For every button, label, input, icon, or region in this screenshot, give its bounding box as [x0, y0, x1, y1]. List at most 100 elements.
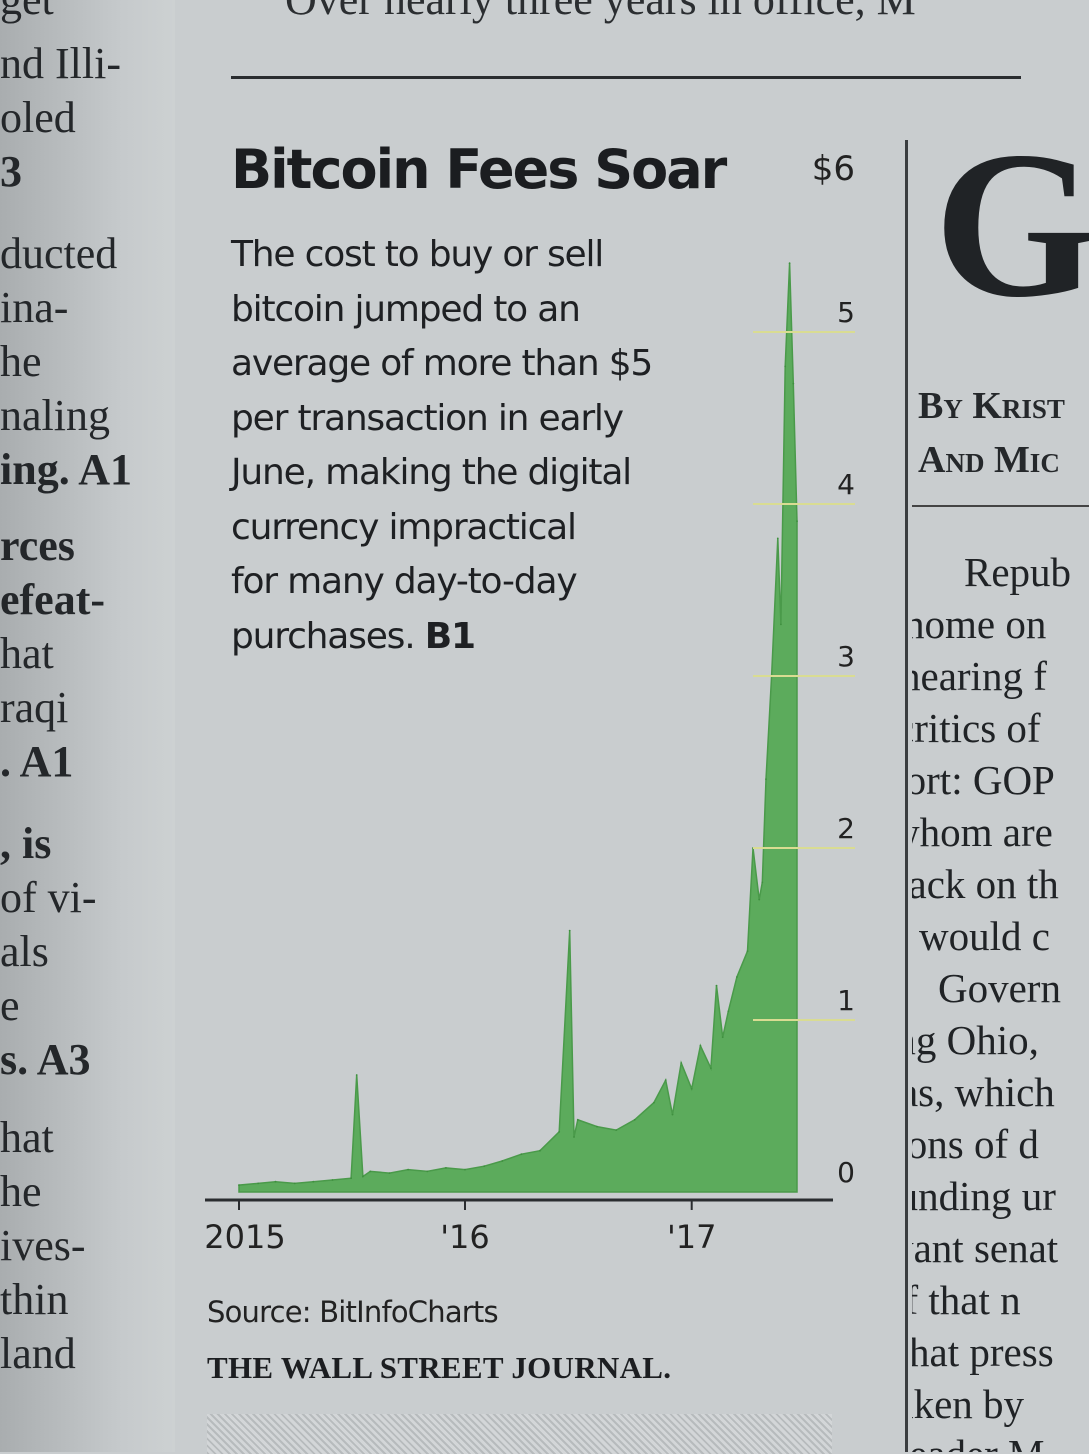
right-line: home on	[912, 601, 1047, 647]
data-point	[788, 262, 791, 265]
data-point	[784, 365, 787, 368]
y-tick-label: $6	[812, 149, 855, 189]
data-point	[445, 1167, 447, 1169]
left-column-text: get nd Illi- oled 3 ducted ina- he nalin…	[0, 0, 175, 1452]
data-point	[765, 778, 767, 781]
data-point	[464, 1168, 466, 1171]
data-point	[501, 1160, 504, 1162]
description-line: The cost to buy or sell	[231, 234, 604, 275]
left-line: e	[0, 981, 20, 1030]
x-tick-label: '17	[667, 1218, 717, 1256]
right-column-text: G By Krist And Mic Repub home on hearing…	[912, 0, 1089, 1452]
right-line: back on th	[912, 861, 1059, 907]
data-point	[615, 1129, 618, 1131]
left-line: naling	[0, 391, 110, 440]
data-point	[776, 537, 779, 540]
description-line: bitcoin jumped to an	[231, 288, 581, 330]
data-point	[727, 1010, 730, 1013]
data-point	[699, 1044, 702, 1047]
chart-description: The cost to buy or sell bitcoin jumped t…	[231, 228, 751, 664]
data-point	[680, 1062, 683, 1064]
left-line: land	[0, 1329, 76, 1378]
data-point	[369, 1170, 372, 1173]
data-point	[520, 1153, 523, 1156]
data-point	[558, 1130, 561, 1133]
left-line: ducted	[0, 229, 118, 278]
data-point	[576, 1118, 579, 1121]
description-line: June, making the digital	[231, 452, 632, 493]
data-point	[596, 1125, 598, 1128]
left-line: , is	[0, 819, 52, 868]
description-line: for many day-to-day	[231, 561, 578, 602]
data-point	[671, 1113, 674, 1116]
right-line: ing Ohio,	[912, 1017, 1039, 1063]
x-tick-label: '16	[440, 1218, 490, 1256]
y-tick-label: 1	[837, 984, 855, 1017]
data-point	[710, 1067, 712, 1070]
data-point	[568, 929, 571, 932]
fee-area-chart: 0 1 2 3 4 5 $6 2015 '16 '17	[204, 149, 855, 1256]
chart-source: Source: BitInfoCharts	[207, 1295, 499, 1329]
y-tick-label: 5	[837, 296, 855, 329]
data-point	[664, 1079, 667, 1082]
description-line: average of more than $5	[231, 343, 653, 384]
data-point	[792, 382, 795, 385]
data-point	[736, 976, 738, 978]
data-point	[796, 520, 798, 523]
left-line: ina-	[0, 283, 69, 332]
left-line: 3	[0, 147, 22, 196]
left-line: rces	[0, 521, 75, 570]
right-line: funding ur	[912, 1173, 1056, 1219]
right-line: critics of	[912, 705, 1041, 751]
data-point	[331, 1179, 334, 1181]
description-line: purchases. B1	[231, 610, 751, 665]
publisher-credit: THE WALL STREET JOURNAL.	[207, 1350, 672, 1385]
left-line: nd Illi-	[0, 39, 121, 88]
left-line: oled	[0, 93, 76, 142]
left-line: s. A3	[0, 1035, 91, 1084]
data-point	[350, 1177, 352, 1180]
top-rule	[231, 76, 1021, 79]
y-tick-label: 0	[837, 1156, 855, 1189]
right-line: lions of d	[912, 1121, 1039, 1167]
right-line: Govern	[938, 965, 1061, 1011]
right-line: taken by	[912, 1381, 1025, 1427]
data-point	[312, 1180, 315, 1183]
data-point	[388, 1172, 391, 1174]
data-point	[426, 1170, 429, 1173]
page-reference: B1	[424, 615, 476, 657]
left-line: ives-	[0, 1221, 86, 1270]
data-point	[633, 1118, 636, 1121]
right-line: Leader M	[912, 1430, 1045, 1452]
right-line: That press	[912, 1329, 1054, 1375]
byline: By Krist	[918, 385, 1065, 427]
left-line: he	[0, 337, 42, 386]
x-tick-label: 2015	[204, 1218, 285, 1256]
series-area	[238, 263, 798, 1193]
left-line: of vi-	[0, 873, 97, 922]
description-line: per transaction in early	[231, 397, 624, 439]
data-point	[355, 1074, 358, 1076]
data-point	[483, 1165, 486, 1168]
data-point	[653, 1101, 655, 1104]
data-point	[690, 1087, 693, 1090]
byline: And Mic	[918, 439, 1060, 481]
left-line: raqi	[0, 683, 69, 732]
description-last: purchases.	[231, 615, 416, 657]
data-point	[238, 1184, 240, 1186]
data-point	[746, 950, 749, 953]
right-line: of that n	[912, 1277, 1021, 1323]
right-line: sas, which	[912, 1069, 1055, 1115]
left-line: efeat-	[0, 575, 106, 624]
left-line: . A1	[0, 737, 74, 786]
y-tick-label: 3	[837, 640, 855, 673]
right-line: it would c	[912, 913, 1050, 959]
left-line: thin	[0, 1275, 69, 1324]
left-line: hat	[0, 1113, 54, 1162]
headline-fragment: G	[934, 109, 1089, 341]
left-line: hat	[0, 629, 54, 678]
left-line: get	[0, 0, 54, 25]
data-point	[573, 1136, 575, 1138]
